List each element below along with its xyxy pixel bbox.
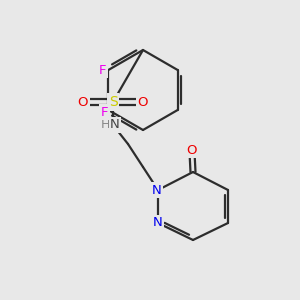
Text: N: N	[153, 217, 163, 230]
Text: H: H	[100, 118, 110, 131]
Text: F: F	[100, 106, 108, 118]
Text: N: N	[152, 184, 162, 196]
Text: O: O	[138, 95, 148, 109]
Text: O: O	[78, 95, 88, 109]
Text: N: N	[110, 118, 120, 131]
Text: O: O	[187, 143, 197, 157]
Text: S: S	[109, 95, 117, 109]
Text: F: F	[99, 64, 106, 76]
